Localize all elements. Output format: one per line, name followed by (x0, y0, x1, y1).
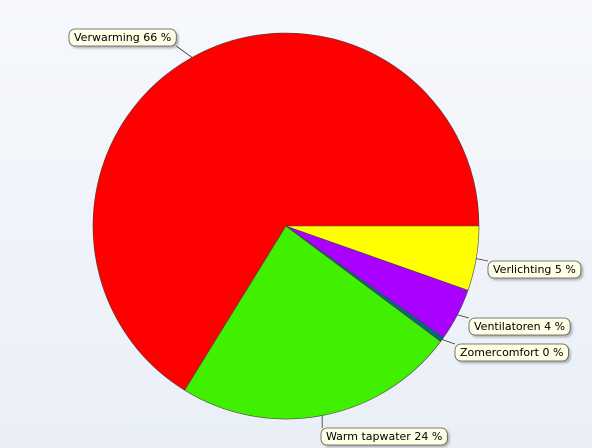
value-label: 5 % (555, 263, 576, 276)
label-text: Warm tapwater 24 % (326, 430, 442, 443)
leader-line (175, 45, 193, 58)
category-name: Zomercomfort (460, 346, 540, 359)
leader-line (476, 258, 489, 262)
slice-label: Zomercomfort 0 % (442, 339, 569, 362)
leader-line (442, 339, 456, 345)
category-name: Verwarming (74, 31, 140, 44)
slice-label: Verwarming 66 % (68, 28, 193, 58)
category-name: Ventilatoren (474, 320, 541, 333)
label-box (468, 317, 571, 336)
label-box (487, 260, 582, 279)
label-box (454, 343, 569, 362)
label-text: Verwarming 66 % (74, 31, 171, 44)
label-text: Zomercomfort 0 % (460, 346, 563, 359)
label-text: Verlichting 5 % (493, 263, 576, 276)
pie-slice (285, 225, 480, 291)
value-label: 4 % (544, 320, 565, 333)
pie-slice (184, 225, 442, 420)
label-box (68, 28, 177, 47)
value-label: 0 % (542, 346, 563, 359)
category-name: Verlichting (493, 263, 551, 276)
pie-slice (92, 32, 480, 391)
slice-label: Warm tapwater 24 % (320, 415, 448, 446)
value-label: 66 % (143, 31, 171, 44)
slice-label: Ventilatoren 4 % (457, 314, 571, 336)
slice-label: Verlichting 5 % (476, 258, 582, 279)
leader-line (457, 314, 470, 319)
label-text: Ventilatoren 4 % (474, 320, 565, 333)
category-name: Warm tapwater (326, 430, 411, 443)
value-label: 24 % (414, 430, 442, 443)
label-box (320, 427, 448, 446)
